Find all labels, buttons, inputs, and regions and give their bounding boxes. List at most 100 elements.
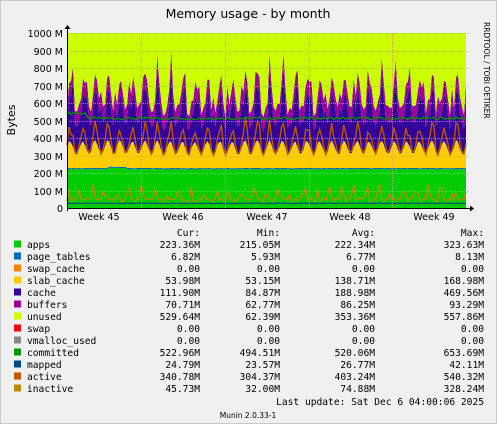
legend-row-swap-cache: swap_cache 0.00 0.00 0.00 0.00 <box>14 264 484 275</box>
legend-value-max: 469.56M <box>444 288 485 299</box>
y-tick-label: 400 M <box>34 134 63 145</box>
legend-value-cur: 522.96M <box>160 348 201 359</box>
legend-value-max: 42.11M <box>449 360 484 371</box>
legend-value-min: 32.00M <box>245 384 280 395</box>
legend-col-avg: Avg: <box>352 228 375 239</box>
legend-value-cur: 0.00 <box>177 264 200 275</box>
legend-series-name: buffers <box>27 300 67 311</box>
line-committed <box>66 110 467 121</box>
legend-value-max: 93.29M <box>449 300 484 311</box>
legend-swatch <box>14 240 21 248</box>
y-tick-label: 900 M <box>34 47 63 58</box>
legend-row-mapped: mapped 24.79M 23.57M 26.77M 42.11M <box>14 360 484 371</box>
legend-swatch <box>14 348 21 356</box>
legend-value-avg: 26.77M <box>340 360 375 371</box>
x-tick-label: Week 45 <box>78 212 119 223</box>
legend-value-cur: 223.36M <box>160 240 201 251</box>
area-unused <box>67 33 466 117</box>
legend-col-min: Min: <box>257 228 280 239</box>
area-buffers <box>67 50 466 131</box>
munin-version: Munin 2.0.33-1 <box>220 411 277 420</box>
legend-value-cur: 70.71M <box>165 300 200 311</box>
legend-value-cur: 6.82M <box>171 252 200 263</box>
area-cache <box>67 66 466 156</box>
legend-value-cur: 529.64M <box>160 312 201 323</box>
legend-value-avg: 0.00 <box>352 336 375 347</box>
legend-value-max: 0.00 <box>461 336 484 347</box>
area-apps <box>67 167 466 208</box>
legend-series-name: swap_cache <box>27 264 85 275</box>
legend-value-cur: 0.00 <box>177 336 200 347</box>
legend-series-name: swap <box>27 324 50 335</box>
legend-row-committed: committed 522.96M 494.51M 520.06M 653.69M <box>14 348 484 359</box>
legend-swatch <box>14 372 21 380</box>
legend-value-avg: 403.24M <box>335 372 376 383</box>
legend-header: Cur: Min: Avg: Max: <box>177 228 484 239</box>
legend-swatch <box>14 252 21 260</box>
grid-lines <box>67 33 468 208</box>
y-tick-label: 300 M <box>34 152 63 163</box>
y-axis-arrow <box>64 25 71 29</box>
legend-value-max: 323.63M <box>444 240 485 251</box>
last-update: Last update: Sat Dec 6 04:00:06 2025 <box>276 397 484 408</box>
chart-title: Memory usage - by month <box>166 6 331 21</box>
x-axis-arrow <box>470 205 474 212</box>
y-tick-labels: 0 100 M 200 M 300 M 400 M 500 M 600 M 700 M 800 … <box>28 29 63 215</box>
legend-value-avg: 86.25M <box>340 300 375 311</box>
legend-row-vmalloc-used: vmalloc_used 0.00 0.00 0.00 0.00 <box>14 336 484 347</box>
legend-value-cur: 24.79M <box>165 360 200 371</box>
legend-swatch <box>14 324 21 332</box>
legend-row-unused: unused 529.64M 62.39M 353.36M 557.86M <box>14 312 484 323</box>
legend-value-cur: 45.73M <box>165 384 200 395</box>
legend-value-min: 494.51M <box>240 348 281 359</box>
legend-value-cur: 340.78M <box>160 372 201 383</box>
legend-swatch <box>14 264 21 272</box>
legend-series-name: mapped <box>27 360 62 371</box>
legend-value-cur: 53.98M <box>165 276 200 287</box>
legend-value-avg: 0.00 <box>352 324 375 335</box>
x-tick-label: Week 49 <box>413 212 454 223</box>
legend-swatch <box>14 300 21 308</box>
legend-row-inactive: inactive 45.73M 32.00M 74.88M 328.24M <box>14 384 484 395</box>
legend-value-avg: 138.71M <box>335 276 376 287</box>
y-tick-label: 1000 M <box>28 29 63 40</box>
line-inactive <box>66 183 467 203</box>
legend-value-min: 304.37M <box>240 372 281 383</box>
legend-row-apps: apps 223.36M 215.05M 222.34M 323.63M <box>14 240 484 251</box>
legend-series-name: cache <box>27 288 56 299</box>
y-tick-label: 800 M <box>34 64 63 75</box>
legend-row-slab-cache: slab_cache 53.98M 53.15M 138.71M 168.98M <box>14 276 484 287</box>
area-page-tables <box>67 166 466 170</box>
line-active <box>66 117 467 158</box>
legend-series-name: committed <box>27 348 79 359</box>
legend-value-max: 0.00 <box>461 324 484 335</box>
legend-swatch <box>14 312 21 320</box>
legend-value-avg: 520.06M <box>335 348 376 359</box>
line-mapped <box>66 202 467 205</box>
legend-value-max: 8.13M <box>455 252 484 263</box>
legend-value-max: 0.00 <box>461 264 484 275</box>
legend-value-min: 23.57M <box>245 360 280 371</box>
legend-value-min: 5.93M <box>251 252 280 263</box>
legend-value-avg: 353.36M <box>335 312 376 323</box>
legend-swatch <box>14 384 21 392</box>
y-tick-label: 200 M <box>34 169 63 180</box>
legend-value-max: 653.69M <box>444 348 485 359</box>
legend-value-max: 328.24M <box>444 384 485 395</box>
legend-value-avg: 0.00 <box>352 264 375 275</box>
legend-value-min: 0.00 <box>257 264 280 275</box>
legend-row-buffers: buffers 70.71M 62.77M 86.25M 93.29M <box>14 300 484 311</box>
legend-value-avg: 188.98M <box>335 288 376 299</box>
legend-value-cur: 111.90M <box>160 288 201 299</box>
legend-value-min: 62.77M <box>245 300 280 311</box>
x-tick-label: Week 46 <box>162 212 203 223</box>
y-tick-label: 500 M <box>34 117 63 128</box>
legend-value-min: 215.05M <box>240 240 281 251</box>
legend-row-cache: cache 111.90M 84.87M 188.98M 469.56M <box>14 288 484 299</box>
legend-value-max: 168.98M <box>444 276 485 287</box>
y-tick-label: 700 M <box>34 82 63 93</box>
legend-series-name: inactive <box>27 384 73 395</box>
y-tick-label: 600 M <box>34 99 63 110</box>
stacked-areas <box>67 33 466 208</box>
legend-row-page-tables: page_tables 6.82M 5.93M 6.77M 8.13M <box>14 252 484 263</box>
